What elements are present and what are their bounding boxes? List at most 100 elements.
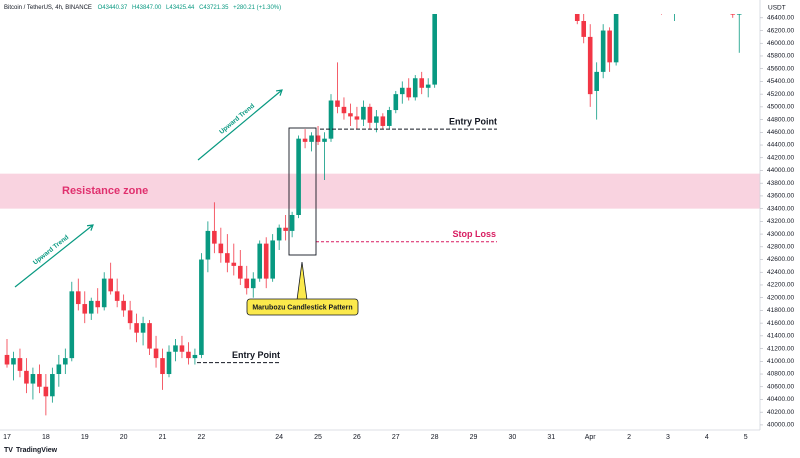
x-tick-label: 26 — [353, 434, 361, 441]
logo-mark: TV — [4, 447, 13, 454]
y-tick-label: 41400.00 — [767, 333, 794, 340]
y-tick-label: 44000.00 — [767, 167, 794, 174]
x-tick-label: 3 — [666, 434, 670, 441]
y-tick-label: 44600.00 — [767, 129, 794, 136]
trend-arrow — [14, 224, 94, 288]
x-tick-label: 30 — [509, 434, 517, 441]
candle-body — [348, 113, 353, 117]
candle-body — [607, 30, 612, 63]
chart-header: Bitcoin / TetherUS, 4h, BINANCE O43440.3… — [4, 5, 281, 11]
y-tick-label: 40400.00 — [767, 396, 794, 403]
y-tick-label: 45600.00 — [767, 65, 794, 72]
price-unit: USDT — [768, 5, 786, 12]
y-tick-label: 43200.00 — [767, 218, 794, 225]
x-tick-label: 24 — [275, 434, 283, 441]
ohlc-label: C43721.35 — [199, 5, 229, 11]
candle-body — [289, 215, 295, 231]
x-tick-label: 4 — [705, 434, 709, 441]
candle-body — [250, 278, 256, 289]
candle-body — [186, 351, 191, 359]
candle-body — [95, 300, 101, 308]
level-label: Stop Loss — [452, 229, 496, 239]
candle-body — [82, 304, 88, 314]
candle-body — [613, 14, 619, 63]
x-tick-label: 28 — [431, 434, 439, 441]
candle-body — [56, 364, 62, 375]
candle-body — [335, 100, 340, 107]
candle-body — [212, 230, 217, 244]
candle-body — [341, 106, 347, 114]
candle-body — [315, 135, 321, 142]
y-tick-label: 44200.00 — [767, 154, 794, 161]
y-tick-label: 43400.00 — [767, 205, 794, 212]
x-tick-label: Apr — [585, 434, 597, 441]
y-tick-label: 43800.00 — [767, 180, 794, 187]
ohlc-label: H43847.00 — [132, 5, 162, 11]
y-tick-label: 43600.00 — [767, 193, 794, 200]
y-tick-label: 40000.00 — [767, 422, 794, 429]
candle-body — [127, 310, 133, 324]
candle-body — [361, 106, 366, 120]
x-tick-label: 5 — [744, 434, 748, 441]
tradingview-logo: TV TradingView — [4, 447, 58, 454]
candle-body — [17, 358, 23, 371]
x-tick-label: 20 — [120, 434, 128, 441]
x-tick-label: 29 — [470, 434, 478, 441]
x-tick-label: 2 — [627, 434, 631, 441]
candle-body — [147, 323, 152, 349]
candle-body — [75, 291, 81, 305]
candle-body — [50, 374, 55, 397]
y-tick-label: 46200.00 — [767, 27, 794, 34]
candle-body — [270, 240, 275, 279]
y-tick-label: 41600.00 — [767, 320, 794, 327]
candle-body — [574, 14, 580, 21]
candle-body — [237, 265, 243, 279]
candle-body — [730, 14, 736, 15]
y-tick-label: 42600.00 — [767, 256, 794, 263]
candle-body — [328, 100, 334, 139]
trend-arrow — [197, 89, 283, 161]
pattern-box — [288, 127, 317, 256]
y-tick-label: 42200.00 — [767, 282, 794, 289]
x-tick-label: 18 — [42, 434, 50, 441]
candle-body — [354, 116, 360, 120]
candle-body — [432, 14, 437, 85]
candle-body — [69, 291, 75, 359]
candle-body — [153, 348, 159, 359]
resistance-zone — [0, 173, 760, 209]
candle-body — [399, 87, 405, 95]
candle-body — [412, 78, 418, 98]
candle-body — [179, 345, 185, 352]
y-tick-label: 45400.00 — [767, 78, 794, 85]
y-tick-label: 46000.00 — [767, 40, 794, 47]
candle-body — [24, 370, 29, 384]
y-tick-label: 45200.00 — [767, 91, 794, 98]
y-tick-label: 43000.00 — [767, 231, 794, 238]
x-tick-label: 17 — [3, 434, 11, 441]
candle-body — [283, 227, 288, 231]
candle-body — [108, 278, 113, 292]
candle-body — [276, 227, 282, 241]
candle-body — [160, 358, 165, 375]
candle-body — [419, 78, 425, 88]
x-tick-label: 21 — [159, 434, 167, 441]
y-tick-label: 44800.00 — [767, 116, 794, 123]
candle-body — [736, 14, 742, 15]
candle-body — [387, 110, 392, 126]
pattern-label: Marubozu Candlestick Pattern — [252, 304, 352, 311]
candle-body — [257, 243, 263, 279]
trend-arrowhead — [86, 224, 94, 231]
trend-arrowhead — [275, 89, 283, 96]
candle-body — [37, 374, 42, 387]
y-tick-label: 42800.00 — [767, 244, 794, 251]
y-tick-label: 42000.00 — [767, 294, 794, 301]
candle-body — [309, 135, 314, 142]
x-tick-label: 19 — [81, 434, 89, 441]
y-tick-label: 45000.00 — [767, 104, 794, 111]
candle-body — [88, 300, 94, 314]
candle-body — [600, 30, 606, 72]
level-label: Entry Point — [232, 350, 280, 360]
candle-body — [192, 354, 198, 359]
candle-body — [121, 300, 126, 311]
